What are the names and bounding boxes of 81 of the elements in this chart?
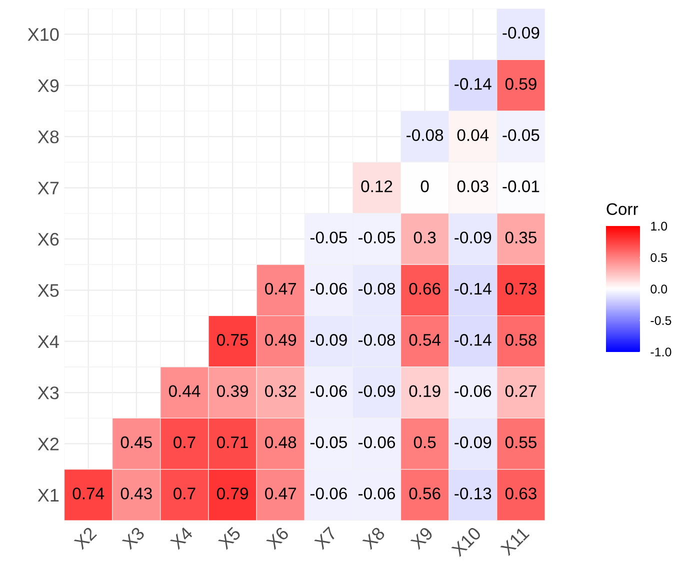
data-label: 0.3	[414, 232, 436, 244]
data-label: -0.09	[502, 26, 540, 39]
data-label: -0.06	[310, 488, 347, 500]
data-label: 0.32	[265, 385, 296, 398]
data-label: 0.43	[120, 488, 152, 500]
y-tick-label: X1	[38, 489, 59, 502]
color-bar-label: 0.5	[650, 253, 668, 262]
x-tick-label: X7	[314, 526, 338, 550]
data-label: 0.66	[409, 282, 440, 295]
data-label: 0.7	[174, 488, 196, 500]
x-tick-label: X5	[218, 526, 242, 550]
data-label: -0.09	[454, 436, 492, 448]
y-tick-label: X10	[28, 28, 59, 41]
y-tick-label: X8	[38, 130, 59, 144]
color-bar-label: 1.0	[651, 222, 668, 231]
data-label: 0.74	[72, 488, 104, 500]
data-label: 0.79	[216, 488, 248, 500]
data-label: -0.08	[358, 282, 396, 295]
data-label: -0.01	[502, 180, 540, 192]
x-tick-label: X9	[410, 526, 434, 550]
data-label: 0.58	[505, 334, 536, 346]
data-label: 0.5	[414, 436, 436, 448]
data-label: 0.55	[505, 436, 536, 448]
data-label: 0.7	[174, 436, 196, 448]
data-label: -0.06	[454, 385, 492, 398]
data-label: -0.06	[358, 436, 396, 448]
data-label: 0.75	[216, 334, 248, 346]
data-label: 0.59	[505, 78, 536, 90]
data-label: 0.19	[409, 385, 440, 398]
y-tick-label: X7	[38, 182, 59, 194]
x-tick-label: X2	[73, 526, 97, 550]
data-label: -0.14	[454, 282, 492, 295]
data-label: 0	[420, 180, 429, 192]
data-label: 0.39	[216, 385, 248, 398]
x-tick-label: X4	[170, 526, 194, 550]
data-label: 0.63	[505, 488, 536, 500]
data-label: 0.71	[216, 436, 248, 448]
x-tick-label: X8	[362, 526, 386, 550]
y-tick-label: X4	[38, 335, 59, 348]
data-label: -0.13	[454, 488, 492, 500]
color-bar-title: Corr	[606, 203, 638, 215]
data-label: 0.49	[265, 334, 296, 346]
data-label: 0.03	[457, 180, 488, 192]
x-tick-label: X3	[121, 526, 146, 550]
data-label: -0.08	[406, 129, 444, 142]
color-bar-label: -0.5	[650, 316, 672, 325]
x-tick-label: X10	[450, 526, 482, 558]
data-label: -0.05	[310, 232, 347, 244]
y-tick-label: X3	[38, 386, 59, 400]
data-label: -0.05	[310, 436, 347, 448]
data-label: 0.35	[505, 232, 536, 244]
data-label: -0.09	[310, 334, 347, 346]
data-label: -0.14	[454, 78, 492, 90]
color-bar-label: -1.0	[650, 348, 672, 356]
data-label: -0.06	[310, 282, 347, 295]
data-label: 0.45	[120, 436, 152, 448]
data-label: -0.05	[358, 232, 396, 244]
data-label: -0.05	[502, 129, 540, 142]
data-label: 0.56	[409, 488, 440, 500]
y-tick-label: X6	[38, 232, 59, 246]
x-tick-label: X6	[266, 526, 290, 550]
data-label: 0.54	[409, 334, 441, 346]
y-tick-label: X9	[38, 79, 59, 92]
data-label: 0.47	[265, 488, 296, 500]
data-label: 0.73	[505, 282, 536, 295]
data-label: -0.06	[358, 488, 396, 500]
data-label: -0.09	[358, 385, 395, 398]
data-label: 0.04	[457, 129, 489, 142]
y-tick-label: X2	[38, 438, 59, 450]
data-label: 0.12	[361, 180, 392, 192]
data-label: 0.44	[168, 385, 200, 398]
data-label: -0.09	[454, 232, 492, 244]
x-tick-label: X11	[500, 526, 530, 556]
data-label: -0.14	[454, 334, 492, 346]
data-label: 0.48	[265, 436, 296, 448]
data-label: -0.06	[310, 385, 347, 398]
data-label: 0.47	[265, 282, 296, 295]
y-tick-label: X5	[38, 284, 59, 297]
color-bar-label: 0.0	[650, 284, 668, 294]
data-label: 0.27	[505, 385, 536, 398]
data-label: -0.08	[358, 334, 396, 346]
